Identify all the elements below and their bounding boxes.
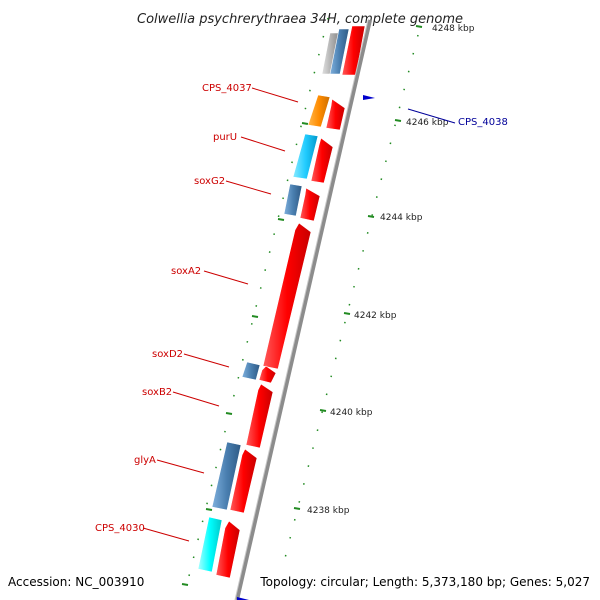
gene-arrow-glyA [211,441,242,511]
gene-label-cps4030: CPS_4030 [95,523,145,534]
leader-cps4037 [251,87,299,103]
genome-backbone-highlight [234,19,369,600]
scale-label-4240: 4240 kbp [330,408,373,418]
scale-tick-4248 [415,25,423,28]
gene-arrow-soxD2 [241,361,261,381]
scale-tick-4242 [343,312,351,315]
gene-arrow-top-steel [329,28,350,75]
gene-label-soxA2: soxA2 [171,266,201,277]
leader-soxA2 [203,270,249,285]
inner-major-ticks [181,122,309,586]
leader-soxD2 [183,353,230,368]
gene-arrow-cps4030 [197,516,223,573]
topology-text: Topology: circular; Length: 5,373,180 bp… [259,575,590,589]
accession-text: Accession: NC_003910 [8,575,144,589]
gene-arrow-soxA2 [262,222,312,370]
scale-label-4248: 4248 kbp [432,24,475,34]
inner-tick-4 [225,412,233,415]
gene-arrows [197,25,366,579]
cps4038-marker-icon [363,95,375,100]
inner-tick-5 [205,508,213,511]
gene-arrow-cps4037 [307,94,331,128]
inner-tick-1 [301,122,309,125]
gene-label-purU: purU [213,132,237,143]
scale-label-4246: 4246 kbp [406,118,449,128]
scale-label-4242: 4242 kbp [354,311,397,321]
gene-arrow-soxB2 [245,383,274,449]
scale-label-4244: 4244 kbp [380,213,423,223]
map-title: Colwellia psychrerythraea 34H, complete … [137,12,463,27]
gene-label-glyA: glyA [134,455,156,466]
gene-arrow-soxD2-fwd [258,365,277,384]
gene-arrow-purU-fwd [310,137,334,184]
gene-label-soxG2: soxG2 [194,176,225,187]
gene-arrow-glyA-fwd [229,448,258,514]
gene-label-cps4038: CPS_4038 [458,117,508,128]
bottom-marker-icon [237,597,249,600]
inner-tick-2 [277,218,285,221]
scale-label-4238: 4238 kbp [307,506,350,516]
genome-backbone [235,19,372,600]
inner-tick-6 [181,583,189,586]
gene-label-soxD2: soxD2 [152,349,183,360]
scale-tick-4238 [293,507,301,510]
scale-tick-4244 [367,215,375,218]
scale-tick-4240 [319,409,327,412]
gene-label-cps4037: CPS_4037 [202,83,252,94]
inner-tick-3 [251,315,259,318]
scale-tick-4246 [394,119,402,122]
gene-arrow-cps4037-fwd [325,98,346,131]
leader-soxB2 [172,391,220,407]
scale-ticks [293,25,423,510]
gene-arrow-soxG2-fwd [299,187,321,222]
leader-soxG2 [225,180,272,195]
leader-glyA [156,459,205,474]
gene-arrow-purU [292,133,319,180]
leader-cps4038 [407,108,456,124]
gene-label-leaders [142,87,299,542]
gene-arrow-soxG2 [283,183,303,217]
leader-cps4030 [142,527,190,542]
gene-arrow-cps4030-fwd [215,520,241,579]
gene-label-soxB2: soxB2 [142,387,172,398]
leader-purU [240,136,286,152]
